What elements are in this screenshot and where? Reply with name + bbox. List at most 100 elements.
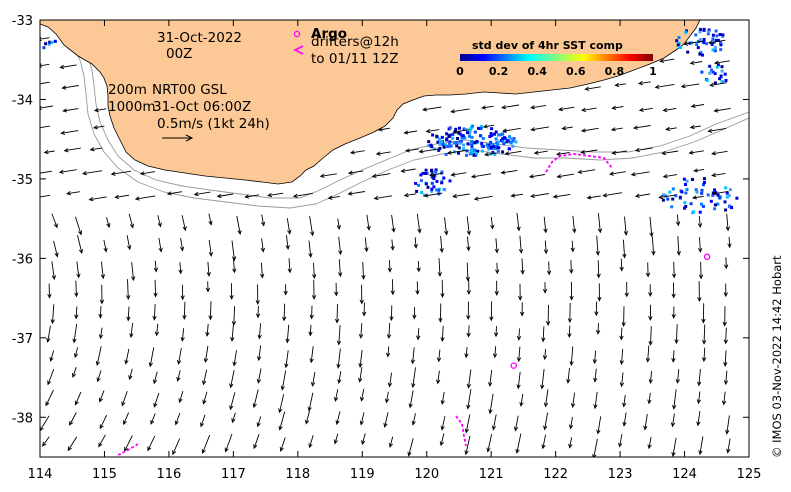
current-arrow bbox=[202, 391, 208, 405]
sst-pixel bbox=[457, 146, 461, 150]
current-arrow bbox=[358, 323, 364, 339]
sst-pixel bbox=[711, 48, 715, 52]
current-arrow bbox=[154, 323, 160, 337]
sst-pixel bbox=[451, 136, 455, 140]
sst-pixel bbox=[700, 188, 704, 192]
current-arrow bbox=[726, 438, 731, 454]
y-tick-label: -35 bbox=[12, 173, 33, 188]
current-arrow bbox=[403, 193, 417, 198]
current-arrow bbox=[683, 40, 704, 46]
sst-pixel bbox=[683, 201, 687, 205]
current-arrow bbox=[541, 434, 547, 450]
current-arrow bbox=[634, 193, 650, 198]
current-arrow bbox=[543, 389, 549, 408]
sst-pixel bbox=[723, 72, 727, 76]
current-arrow bbox=[707, 127, 727, 133]
sst-pixel bbox=[460, 136, 464, 140]
current-arrow bbox=[543, 240, 549, 255]
current-arrow bbox=[182, 301, 187, 320]
current-arrow bbox=[96, 370, 102, 383]
sst-pixel bbox=[497, 140, 500, 144]
sst-pixel bbox=[468, 152, 472, 156]
sst-pixel bbox=[470, 140, 473, 144]
current-arrow bbox=[568, 416, 574, 430]
sst-pixel bbox=[678, 46, 682, 49]
current-arrow bbox=[713, 60, 730, 65]
current-arrow bbox=[334, 303, 340, 324]
sst-pixel bbox=[442, 145, 446, 149]
sst-pixel bbox=[671, 197, 675, 201]
sst-pixel bbox=[710, 42, 714, 46]
current-arrow bbox=[286, 218, 292, 235]
current-arrow bbox=[158, 237, 163, 253]
current-arrow bbox=[558, 106, 575, 112]
sst-pixel bbox=[699, 50, 703, 54]
x-tick-label: 122 bbox=[543, 467, 568, 482]
sst-pixel bbox=[713, 207, 717, 211]
sst-pixel bbox=[443, 188, 447, 192]
current-arrow bbox=[76, 261, 81, 279]
current-arrow bbox=[722, 306, 727, 327]
current-arrow bbox=[542, 348, 548, 361]
sst-pixel bbox=[716, 38, 720, 42]
current-arrow bbox=[387, 260, 393, 273]
x-tick-label: 119 bbox=[350, 467, 375, 482]
y-tick-label: -38 bbox=[12, 411, 33, 426]
current-arrow bbox=[359, 284, 364, 305]
sst-pixel bbox=[457, 131, 461, 135]
current-arrow bbox=[415, 281, 420, 296]
current-arrow bbox=[486, 433, 493, 453]
current-arrow bbox=[193, 191, 211, 197]
current-arrow bbox=[292, 192, 313, 198]
sst-pixel bbox=[698, 38, 702, 42]
current-arrow bbox=[383, 412, 389, 428]
sst-pixel bbox=[53, 39, 57, 43]
current-arrow bbox=[384, 391, 390, 404]
current-arrow bbox=[596, 260, 601, 279]
current-arrow bbox=[413, 237, 418, 249]
sst-pixel bbox=[710, 68, 713, 72]
sst-pixel bbox=[442, 176, 446, 180]
sst-pixel bbox=[724, 186, 728, 190]
current-arrow bbox=[71, 367, 77, 378]
current-arrow bbox=[614, 82, 626, 88]
sst-pixel bbox=[432, 185, 436, 189]
current-arrow bbox=[422, 106, 442, 112]
sst-pixel bbox=[725, 195, 729, 199]
current-arrow bbox=[95, 346, 102, 367]
sst-pixel bbox=[440, 140, 444, 144]
y-axis-ticks: -33 -34 -35 -36 -37 -38 bbox=[12, 14, 749, 426]
sst-pixel bbox=[684, 205, 688, 208]
sst-pixel bbox=[446, 145, 450, 149]
current-arrow bbox=[231, 412, 236, 424]
sst-pixel bbox=[487, 143, 491, 147]
current-arrow bbox=[632, 125, 651, 130]
current-arrow bbox=[689, 124, 701, 130]
sst-pixel bbox=[706, 30, 710, 34]
current-arrow bbox=[284, 350, 289, 369]
current-arrow bbox=[122, 412, 130, 426]
sst-pixel bbox=[448, 144, 452, 148]
current-arrow bbox=[200, 414, 206, 428]
sst-pixel bbox=[444, 153, 448, 156]
current-arrow bbox=[518, 235, 524, 254]
sst-pixel bbox=[424, 168, 428, 172]
sst-pixel bbox=[511, 144, 515, 148]
current-arrow bbox=[206, 261, 211, 277]
sst-pixel bbox=[44, 42, 48, 46]
drifter-track bbox=[545, 153, 613, 173]
colorbar-title: std dev of 4hr SST comp bbox=[472, 39, 623, 52]
sst-pixel bbox=[414, 181, 418, 185]
product-label: NRT00 GSL bbox=[152, 82, 227, 98]
current-arrow bbox=[577, 169, 596, 174]
current-arrow bbox=[229, 283, 234, 300]
sst-pixel bbox=[48, 40, 52, 44]
current-arrow bbox=[466, 369, 472, 389]
current-arrow bbox=[358, 367, 363, 383]
sst-pixel bbox=[424, 182, 428, 186]
sst-pixel bbox=[493, 132, 496, 136]
current-arrow bbox=[494, 238, 499, 254]
current-arrow bbox=[611, 105, 624, 110]
sst-pixel bbox=[509, 137, 513, 140]
sst-pixel bbox=[486, 145, 490, 149]
